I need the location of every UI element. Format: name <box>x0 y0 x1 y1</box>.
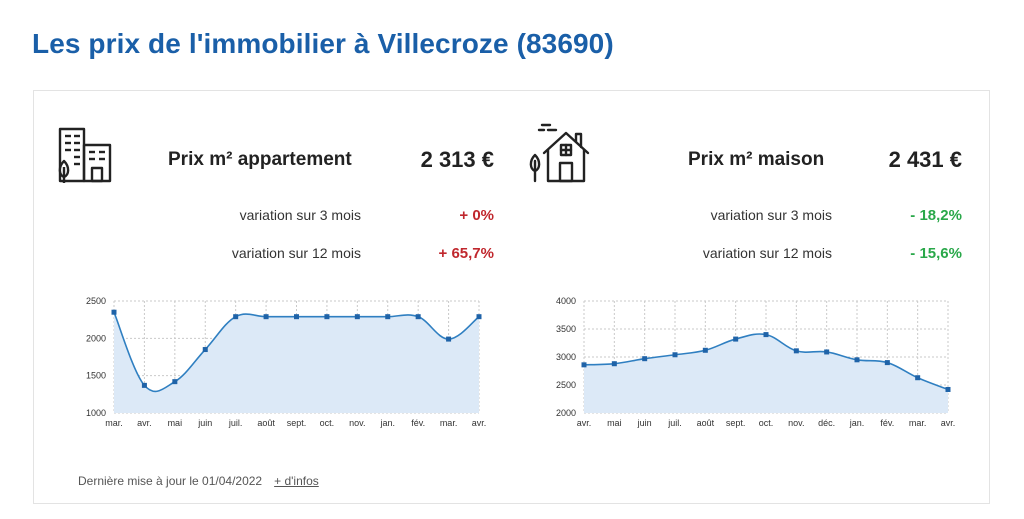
apartment-chart-x-tick: avr. <box>472 418 487 428</box>
apartment-chart-point <box>476 314 482 320</box>
house-chart-area <box>584 333 948 413</box>
apartment-chart-x-tick: nov. <box>349 418 365 428</box>
apartment-chart-point <box>263 314 269 320</box>
house-chart-point <box>581 362 587 368</box>
house-chart-point <box>915 375 921 381</box>
house-chart-x-tick: nov. <box>788 418 804 428</box>
house-chart-point <box>824 349 830 355</box>
house-chart-y-tick: 2500 <box>556 380 576 390</box>
house-icon <box>529 123 590 183</box>
house-chart-x-tick: sept. <box>726 418 746 428</box>
apartment-panel: Prix m² appartement 2 313 € variation su… <box>34 91 504 391</box>
apartment-chart-y-tick: 2500 <box>86 296 106 306</box>
house-chart-x-tick: juin <box>637 418 652 428</box>
house-chart-point <box>763 332 769 338</box>
apartment-chart-x-tick: oct. <box>320 418 335 428</box>
house-chart-point <box>611 361 617 367</box>
apartment-chart-x-tick: fév. <box>411 418 425 428</box>
apartment-chart-x-tick: juin <box>197 418 212 428</box>
apartment-building-icon <box>58 127 112 183</box>
house-chart-point <box>702 347 708 353</box>
apartment-chart-x-tick: mar. <box>440 418 458 428</box>
house-chart-x-tick: juil. <box>667 418 682 428</box>
apartment-chart-x-tick: août <box>257 418 275 428</box>
apartment-chart-y-tick: 2000 <box>86 333 106 343</box>
house-chart-y-tick: 2000 <box>556 408 576 418</box>
house-chart-x-tick: mai <box>607 418 622 428</box>
apartment-var12-label: variation sur 12 mois <box>231 245 361 261</box>
apartment-price-value: 2 313 € <box>420 147 494 172</box>
house-chart-x-tick: oct. <box>759 418 774 428</box>
price-card: Prix m² appartement 2 313 € variation su… <box>33 90 990 504</box>
house-price-value: 2 431 € <box>888 147 962 172</box>
house-chart-y-tick: 3000 <box>556 352 576 362</box>
apartment-chart-area <box>114 312 479 413</box>
house-chart-x-tick: avr. <box>941 418 956 428</box>
house-chart-point <box>854 357 860 363</box>
house-chart-point <box>884 360 890 366</box>
footer: Dernière mise à jour le 01/04/2022 + d'in… <box>78 474 319 488</box>
apartment-chart-x-tick: mar. <box>105 418 123 428</box>
apartment-chart-point <box>446 336 452 342</box>
house-chart-y-tick: 3500 <box>556 324 576 334</box>
apartment-var3-value: + 0% <box>459 207 494 224</box>
house-price-label: Prix m² maison <box>688 149 825 170</box>
house-var12-value: - 15,6% <box>910 245 962 262</box>
house-chart-point <box>733 336 739 342</box>
apartment-chart-point <box>294 314 299 320</box>
house-chart-x-tick: août <box>697 418 715 428</box>
apartment-chart-x-tick: sept. <box>287 418 307 428</box>
house-var3-value: - 18,2% <box>910 207 962 224</box>
page-title: Les prix de l'immobilier à Villecroze (8… <box>32 28 614 59</box>
house-var3-label: variation sur 3 mois <box>710 207 832 223</box>
house-chart-x-tick: jan. <box>849 418 865 428</box>
apartment-chart-point <box>415 314 421 320</box>
apartment-chart-point <box>141 382 147 388</box>
more-info-link[interactable]: + d'infos <box>274 474 319 488</box>
apartment-chart-x-tick: avr. <box>137 418 152 428</box>
house-chart-point <box>642 356 648 362</box>
house-chart-x-tick: avr. <box>577 418 592 428</box>
house-price-chart: 2000 2500 3000 3500 4000 avr. mai juin juil. août… <box>556 296 956 428</box>
apartment-chart-point <box>202 347 208 353</box>
house-var12-label: variation sur 12 mois <box>702 245 832 261</box>
house-chart-x-tick: fév. <box>880 418 894 428</box>
house-panel: Prix m² maison 2 431 € variation sur 3 m… <box>504 91 974 391</box>
house-chart-x-tick: mar. <box>909 418 927 428</box>
house-chart-y-tick: 4000 <box>556 296 576 306</box>
apartment-price-label: Prix m² appartement <box>168 149 352 170</box>
apartment-var3-label: variation sur 3 mois <box>239 207 361 223</box>
apartment-chart-point <box>233 314 239 320</box>
last-update-text: Dernière mise à jour le 01/04/2022 <box>78 474 263 488</box>
apartment-chart-point <box>111 309 117 315</box>
apartment-chart-y-tick: 1000 <box>86 408 106 418</box>
apartment-var12-value: + 65,7% <box>438 245 494 262</box>
house-chart-point <box>793 348 799 354</box>
house-chart-point <box>672 352 678 358</box>
apartment-chart-point <box>354 314 360 320</box>
house-chart-x-tick: déc. <box>818 418 835 428</box>
apartment-chart-point <box>172 379 178 385</box>
apartment-chart-x-tick: jan. <box>379 418 395 428</box>
house-chart-point <box>945 386 951 392</box>
apartment-price-chart: 1000 1500 2000 2500 mar. avr. mai juin juil. août… <box>86 296 487 428</box>
apartment-chart-point <box>385 314 391 320</box>
apartment-chart-y-tick: 1500 <box>86 371 106 381</box>
apartment-chart-x-tick: mai <box>168 418 183 428</box>
apartment-chart-point <box>324 314 330 320</box>
apartment-chart-x-tick: juil. <box>228 418 243 428</box>
